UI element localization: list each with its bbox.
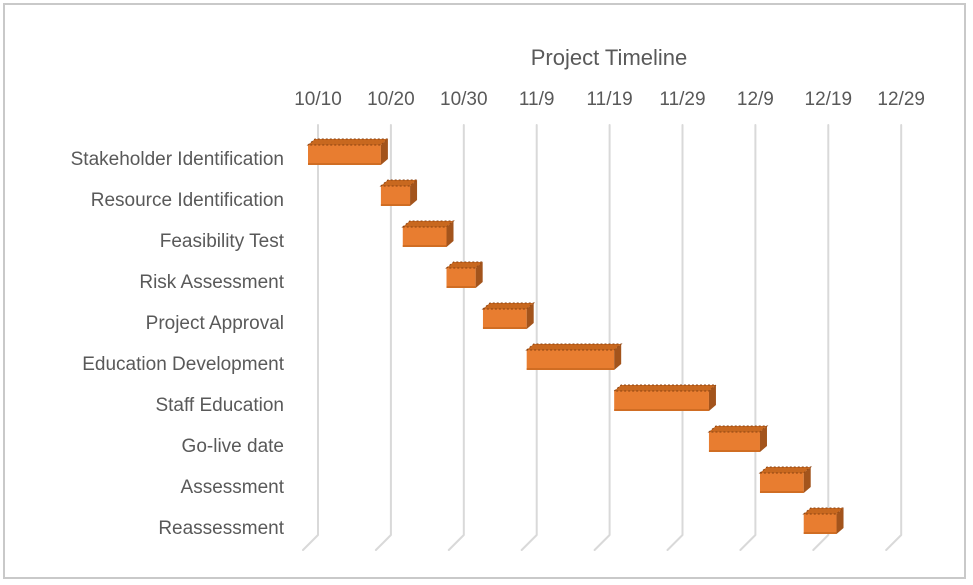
- category-label: Project Approval: [145, 313, 284, 334]
- gridline: [739, 124, 757, 551]
- chart-title: Project Timeline: [530, 45, 688, 70]
- gridline: [374, 124, 392, 551]
- category-label: Stakeholder Identification: [70, 149, 284, 170]
- axis-tick-label: 10/10: [294, 89, 342, 110]
- category-label: Staff Education: [155, 395, 284, 416]
- task-bar: [802, 507, 845, 534]
- task-bar: [401, 220, 455, 247]
- task-bar: [758, 466, 813, 493]
- axis-tick-label: 11/19: [586, 89, 633, 110]
- category-label: Reassessment: [158, 518, 284, 539]
- task-bar: [445, 261, 485, 288]
- task-bar: [481, 302, 536, 329]
- axis-tick-label: 12/19: [804, 89, 853, 110]
- category-label: Go-live date: [181, 436, 284, 457]
- axis-tick-label: 11/29: [659, 89, 706, 110]
- category-label: Resource Identification: [90, 190, 284, 211]
- gridline: [447, 124, 465, 551]
- task-bar: [707, 425, 769, 452]
- task-bar: [379, 179, 419, 206]
- category-label: Feasibility Test: [159, 231, 284, 252]
- axis-tick-label: 10/30: [440, 89, 488, 110]
- gridline: [593, 124, 611, 551]
- category-label: Education Development: [82, 354, 284, 375]
- axis-tick-label: 11/9: [518, 89, 555, 110]
- task-bar: [612, 384, 718, 411]
- gridline: [520, 124, 538, 551]
- gridline: [302, 124, 319, 551]
- axis-tick-label: 10/20: [367, 89, 415, 110]
- gridline: [666, 124, 684, 551]
- axis-tick-label: 12/9: [736, 89, 774, 110]
- category-label: Risk Assessment: [139, 272, 284, 293]
- gridline: [885, 124, 903, 551]
- task-bar: [306, 138, 390, 165]
- axis-tick-label: 12/29: [877, 89, 925, 110]
- gridline: [812, 124, 830, 551]
- category-label: Assessment: [180, 477, 284, 498]
- task-bar: [525, 343, 623, 370]
